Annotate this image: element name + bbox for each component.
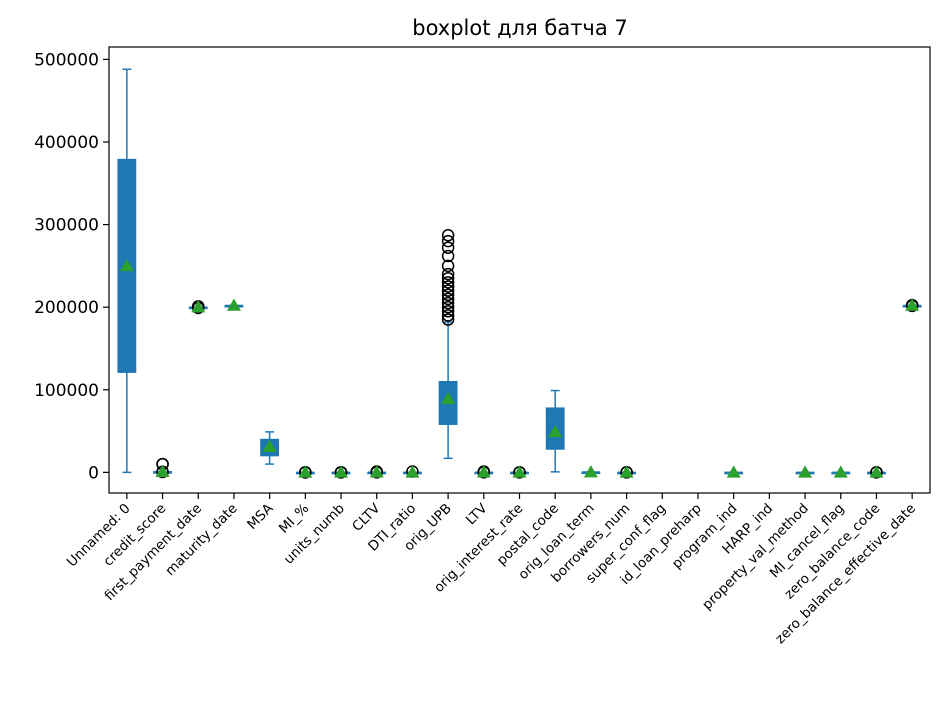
y-tick-label: 500000 <box>34 50 99 70</box>
axes-frame <box>108 46 931 494</box>
outlier-point <box>441 276 455 289</box>
mean-marker <box>548 424 563 438</box>
outlier-point <box>441 229 455 242</box>
mean-marker <box>119 258 134 272</box>
mean-marker <box>298 465 313 478</box>
outlier-point <box>441 296 455 310</box>
mean-marker <box>191 300 206 313</box>
mean-marker <box>869 465 884 478</box>
mean-marker <box>726 465 741 478</box>
mean-marker <box>155 464 170 477</box>
outlier-point <box>441 288 455 302</box>
y-tick-label: 400000 <box>34 133 99 153</box>
outlier-point <box>441 280 455 293</box>
chart-title: boxplot для батча 7 <box>412 16 628 40</box>
outlier-point <box>441 305 455 318</box>
mean-marker <box>833 465 848 478</box>
y-tick-label: 300000 <box>34 216 99 236</box>
outlier-point <box>441 267 455 281</box>
outlier-point <box>441 249 455 263</box>
mean-marker <box>226 298 241 311</box>
mean-marker <box>619 465 634 478</box>
outlier-point <box>441 284 455 297</box>
outlier-point <box>441 241 455 254</box>
outlier-point <box>441 309 455 322</box>
outlier-point <box>441 259 455 273</box>
mean-marker <box>441 391 456 405</box>
y-axis: 0 100000 200000 300000 400000 500000 <box>34 50 109 483</box>
outlier-point <box>441 272 455 285</box>
outlier-point <box>441 292 455 306</box>
y-tick-label: 100000 <box>34 381 99 401</box>
outlier-point <box>441 234 455 248</box>
mean-marker <box>583 465 598 478</box>
plot-area <box>117 68 922 479</box>
mean-marker <box>905 298 920 311</box>
mean-marker <box>798 465 813 478</box>
mean-marker <box>405 465 420 478</box>
outlier-point <box>441 300 455 314</box>
outlier-point <box>441 313 455 326</box>
mean-marker <box>369 465 384 478</box>
mean-marker <box>512 465 527 478</box>
mean-marker <box>334 465 349 478</box>
y-tick-label: 200000 <box>34 298 99 318</box>
x-tick-label: MSA <box>244 500 277 533</box>
mean-marker <box>262 439 277 452</box>
x-axis: Unnamed: 0credit_scorefirst_payment_date… <box>64 493 919 647</box>
y-tick-label: 0 <box>88 463 99 483</box>
mean-marker <box>476 465 491 478</box>
x-tick-label: LTV <box>463 500 491 528</box>
